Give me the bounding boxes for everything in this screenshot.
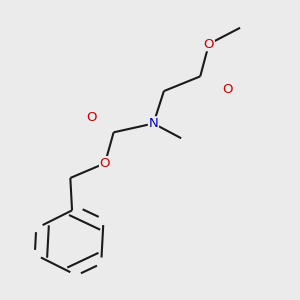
Text: O: O (100, 157, 110, 170)
Text: O: O (204, 38, 214, 50)
Text: O: O (223, 83, 233, 96)
Text: N: N (148, 117, 158, 130)
Text: O: O (86, 111, 96, 124)
